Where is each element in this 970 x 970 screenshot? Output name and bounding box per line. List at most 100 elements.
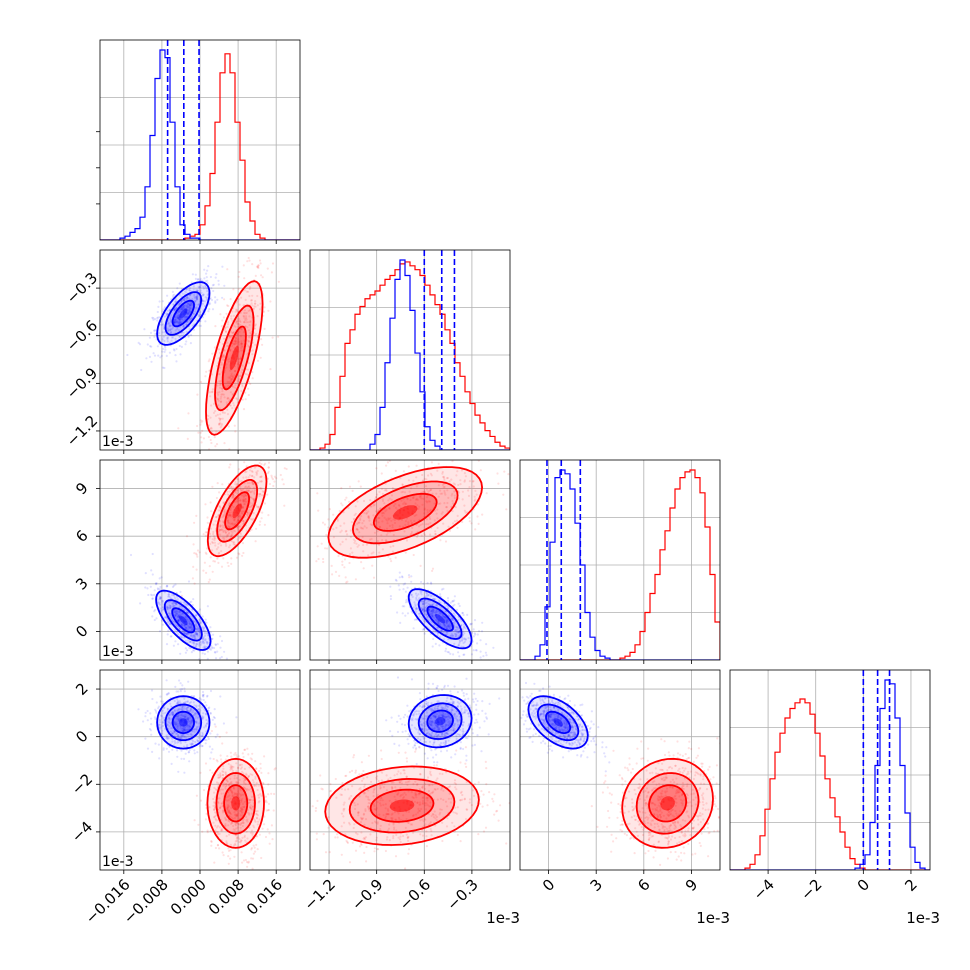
- red-sample-point: [416, 504, 419, 507]
- blue-sample-point: [189, 701, 193, 704]
- red-sample-point: [269, 368, 272, 371]
- blue-sample-point: [157, 705, 160, 708]
- red-sample-point: [233, 777, 236, 780]
- blue-sample-point: [190, 302, 193, 305]
- red-sample-point: [250, 829, 253, 832]
- blue-sample-point: [185, 634, 189, 637]
- blue-sample-point: [208, 706, 211, 709]
- red-sample-point: [263, 523, 266, 526]
- red-sample-point: [243, 503, 246, 506]
- blue-sample-point: [174, 723, 177, 726]
- red-sample-point: [246, 818, 249, 821]
- red-sample-point: [226, 807, 229, 810]
- red-sample-point: [226, 516, 229, 519]
- blue-sample-point: [173, 321, 176, 324]
- blue-sample-point: [170, 711, 173, 715]
- red-sample-point: [463, 472, 466, 475]
- red-sample-point: [222, 781, 225, 785]
- red-sample-point: [251, 867, 254, 870]
- red-sample-point: [230, 506, 233, 510]
- blue-sample-point: [188, 625, 191, 628]
- red-sample-point: [221, 410, 224, 413]
- red-sample-point: [243, 461, 246, 464]
- blue-sample-point: [196, 634, 199, 637]
- blue-sample-point: [148, 336, 151, 339]
- red-sample-point: [243, 309, 246, 312]
- hist-bars-1: [310, 250, 510, 450]
- blue-sample-point: [175, 609, 178, 613]
- red-sample-point: [223, 536, 226, 540]
- blue-sample-point: [158, 726, 161, 729]
- blue-sample-point: [194, 625, 198, 628]
- blue-sample-point: [146, 587, 149, 590]
- blue-sample-point: [177, 701, 180, 704]
- blue-sample-point: [189, 708, 192, 711]
- blue-sample-point: [157, 305, 160, 308]
- blue-sample-point: [216, 643, 219, 646]
- blue-sample-point: [182, 757, 186, 761]
- blue-sample-point: [188, 622, 191, 625]
- red-sample-point: [222, 770, 225, 774]
- blue-sample-point: [165, 585, 168, 588]
- red-sample-point: [441, 511, 444, 514]
- red-sample-point: [208, 448, 211, 450]
- red-sample-point: [233, 404, 236, 407]
- red-sample-point: [377, 521, 380, 524]
- red-sample-point: [204, 762, 208, 765]
- blue-sample-point: [174, 320, 177, 323]
- blue-sample-point: [167, 593, 170, 596]
- blue-sample-point: [176, 321, 179, 324]
- red-sample-point: [415, 498, 418, 501]
- red-sample-point: [260, 771, 263, 775]
- red-sample-point: [238, 317, 241, 321]
- blue-sample-point: [176, 726, 179, 729]
- red-sample-point: [199, 431, 202, 434]
- red-sample-point: [233, 343, 236, 346]
- red-sample-point: [245, 860, 249, 864]
- red-sample-point: [259, 493, 262, 496]
- blue-sample-point: [191, 734, 194, 737]
- red-sample-point: [252, 482, 255, 486]
- red-sample-point: [211, 570, 214, 573]
- blue-sample-point: [187, 627, 190, 630]
- red-sample-point: [247, 489, 251, 492]
- red-sample-point: [461, 520, 464, 524]
- red-sample-point: [353, 514, 356, 517]
- red-sample-point: [316, 492, 319, 495]
- blue-sample-point: [190, 625, 193, 628]
- red-sample-point: [239, 823, 242, 827]
- red-sample-point: [429, 472, 432, 475]
- blue-sample-point: [144, 737, 147, 740]
- red-sample-point: [224, 771, 227, 774]
- red-sample-point: [248, 474, 252, 477]
- red-sample-point: [415, 513, 418, 517]
- blue-sample-point: [419, 590, 422, 593]
- blue-sample-point: [194, 635, 197, 638]
- red-sample-point: [315, 560, 318, 563]
- red-sample-point: [264, 462, 267, 465]
- blue-sample-point: [223, 284, 226, 287]
- red-sample-point: [256, 359, 260, 362]
- blue-sample-point: [222, 722, 225, 725]
- red-sample-point: [227, 425, 230, 428]
- blue-sample-point: [406, 586, 409, 589]
- blue-sample-point: [473, 632, 476, 635]
- red-sample-point: [229, 777, 232, 780]
- blue-sample-point: [160, 619, 163, 622]
- blue-sample-point: [443, 624, 446, 627]
- red-sample-point: [239, 841, 242, 844]
- blue-sample-point: [212, 716, 215, 719]
- red-sample-point: [244, 372, 247, 376]
- red-sample-point: [418, 495, 421, 498]
- blue-sample-point: [202, 693, 205, 696]
- red-sample-point: [422, 490, 425, 493]
- red-sample-point: [193, 521, 196, 524]
- blue-sample-point: [186, 728, 189, 732]
- blue-sample-point: [441, 629, 444, 632]
- red-sample-point: [365, 543, 368, 546]
- red-sample-point: [227, 799, 230, 802]
- blue-sample-point: [182, 601, 185, 604]
- blue-sample-point: [181, 684, 184, 687]
- blue-sample-point: [176, 725, 179, 728]
- blue-sample-point: [431, 603, 434, 606]
